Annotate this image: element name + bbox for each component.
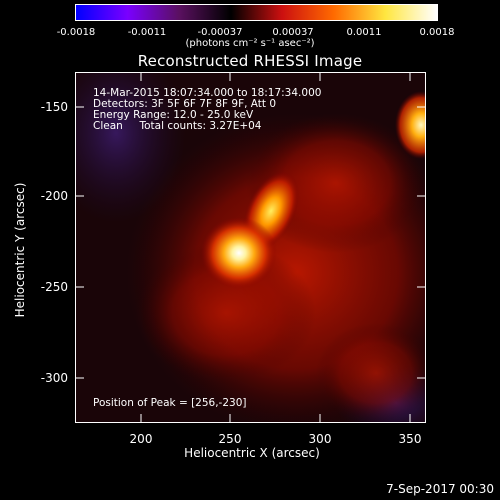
time-range-text: 14-Mar-2015 18:07:34.000 to 18:17:34.000 — [93, 87, 322, 99]
colorbar-tick: -0.00037 — [197, 27, 243, 38]
colorbar-tick: 0.00037 — [272, 27, 314, 38]
y-tick-label: -150 — [40, 100, 68, 114]
detectors-text: Detectors: 3F 5F 6F 7F 8F 9F, Att 0 — [93, 98, 277, 110]
x-tick-label: 350 — [398, 432, 422, 446]
colorbar-tick: -0.0018 — [56, 27, 96, 38]
y-tick-label: -300 — [40, 371, 68, 385]
x-tick-label: 300 — [308, 432, 332, 446]
footer-date: 7-Sep-2017 00:30 — [386, 482, 494, 496]
energy-range-text: Energy Range: 12.0 - 25.0 keV — [93, 109, 254, 121]
peak-position-text: Position of Peak = [256,-230] — [93, 397, 247, 409]
y-tick-label: -200 — [40, 189, 68, 203]
y-axis-label: Heliocentric Y (arcsec) — [13, 182, 27, 318]
colorbar — [75, 4, 438, 21]
colorbar-tick: -0.0011 — [127, 27, 167, 38]
x-tick-label: 200 — [129, 432, 153, 446]
colorbar-tick: 0.0011 — [346, 27, 382, 38]
rhessi-image — [76, 73, 425, 422]
x-tick-label: 250 — [218, 432, 242, 446]
colorbar-tick: 0.0018 — [419, 27, 455, 38]
colorbar-units: (photons cm⁻² s⁻¹ asec⁻²) — [185, 38, 315, 49]
x-axis-label: Heliocentric X (arcsec) — [184, 446, 320, 460]
clean-counts-text: Clean Total counts: 3.27E+04 — [93, 120, 262, 132]
y-tick-label: -250 — [40, 280, 68, 294]
image-title: Reconstructed RHESSI Image — [137, 52, 363, 70]
rhessi-image-plot — [75, 72, 426, 423]
